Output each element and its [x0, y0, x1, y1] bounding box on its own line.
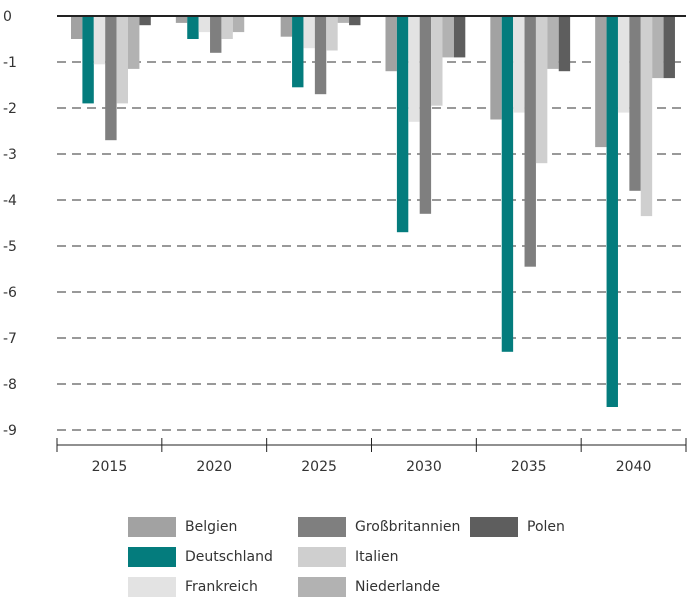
legend-item-grossbritannien: Großbritannien	[298, 517, 460, 537]
bar	[116, 16, 128, 104]
bar	[175, 16, 188, 23]
bar	[663, 16, 675, 79]
bar	[139, 16, 151, 26]
bar	[314, 16, 327, 95]
legend-swatch	[128, 577, 176, 597]
y-tick-label: -8	[3, 377, 17, 393]
legend-swatch	[470, 517, 518, 537]
y-tick-label: -5	[3, 239, 17, 255]
bar	[535, 16, 548, 164]
legend-swatch	[298, 517, 346, 537]
legend-swatch	[298, 577, 346, 597]
legend-item-polen: Polen	[470, 517, 565, 537]
bar	[280, 16, 293, 37]
y-tick-label: 0	[3, 9, 12, 25]
bar	[396, 16, 409, 233]
y-tick-label: -7	[3, 331, 17, 347]
legend-item-frankreich: Frankreich	[128, 577, 258, 597]
x-tick-label: 2030	[406, 459, 442, 475]
bar	[198, 16, 211, 33]
bar	[629, 16, 641, 191]
bar	[442, 16, 454, 58]
bar	[71, 16, 83, 39]
legend-label: Italien	[355, 549, 399, 565]
bar	[419, 16, 432, 214]
x-tick-label: 2025	[301, 459, 337, 475]
legend-item-italien: Italien	[298, 547, 398, 567]
axes	[56, 15, 687, 452]
y-tick-label: -3	[3, 147, 17, 163]
bar	[547, 16, 559, 69]
bar	[490, 16, 502, 120]
bar	[431, 16, 443, 106]
bars	[71, 16, 675, 407]
bar	[652, 16, 664, 79]
bar	[408, 16, 420, 122]
y-tick-label: -2	[3, 101, 17, 117]
x-tick-label: 2015	[92, 459, 128, 475]
legend-swatch	[128, 547, 176, 567]
gridlines	[57, 61, 686, 431]
legend-label: Polen	[527, 519, 565, 535]
legend: Belgien Deutschland Frankreich Großbrita…	[128, 517, 648, 597]
bar	[292, 16, 304, 88]
legend-item-deutschland: Deutschland	[128, 547, 273, 567]
y-tick-label: -4	[3, 193, 17, 209]
tick-labels: 0 -1 -2 -3 -4 -5 -6 -7 -8 -9 2015 2020 2025 2030 2035 2…	[3, 9, 651, 475]
bar	[82, 16, 94, 104]
bar	[93, 16, 106, 65]
y-tick-label: -1	[3, 55, 17, 71]
bar	[524, 16, 536, 267]
bar	[303, 16, 315, 49]
x-tick-label: 2035	[511, 459, 547, 475]
x-tick-label: 2020	[196, 459, 232, 475]
bar	[221, 16, 233, 39]
bar	[337, 16, 350, 23]
y-tick-label: -6	[3, 285, 17, 301]
bar	[210, 16, 222, 53]
bar	[640, 16, 653, 217]
legend-item-belgien: Belgien	[128, 517, 237, 537]
bar	[385, 16, 397, 72]
bar	[453, 16, 466, 58]
bar	[232, 16, 245, 33]
bar	[128, 16, 140, 69]
bar	[617, 16, 630, 113]
bar	[187, 16, 199, 39]
bar	[513, 16, 525, 113]
bar	[349, 16, 361, 26]
legend-swatch	[298, 547, 346, 567]
bar	[558, 16, 571, 72]
legend-label: Großbritannien	[355, 519, 461, 535]
legend-label: Frankreich	[185, 579, 258, 595]
legend-item-niederlande: Niederlande	[298, 577, 440, 597]
legend-swatch	[128, 517, 176, 537]
bar	[501, 16, 514, 352]
y-tick-label: -9	[3, 423, 17, 439]
bar	[595, 16, 607, 148]
legend-label: Belgien	[185, 519, 238, 535]
legend-label: Deutschland	[185, 549, 273, 565]
legend-label: Niederlande	[355, 579, 441, 595]
bar	[105, 16, 117, 141]
bar	[606, 16, 618, 407]
bar	[326, 16, 338, 51]
x-tick-label: 2040	[616, 459, 652, 475]
